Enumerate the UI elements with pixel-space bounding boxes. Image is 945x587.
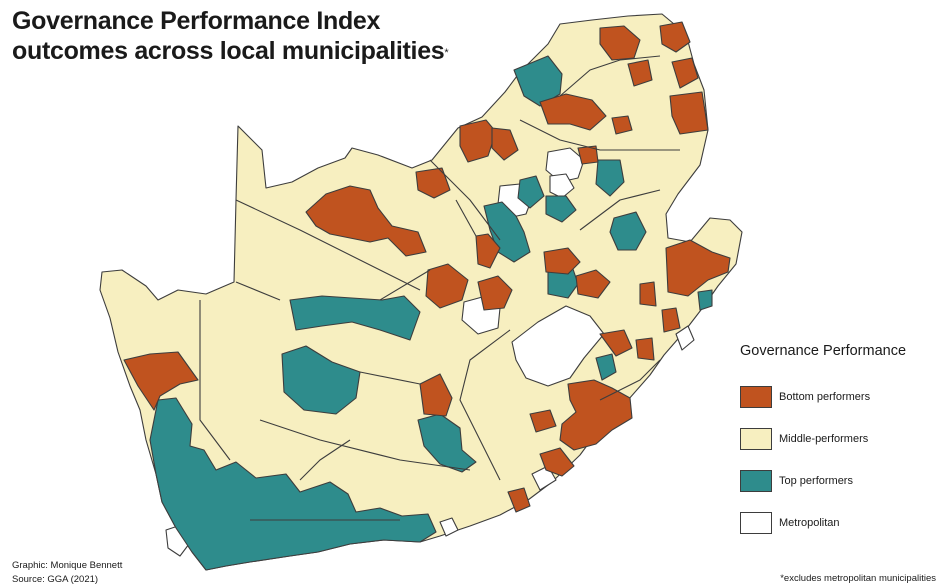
legend-swatch-metro [740, 512, 772, 534]
metro-nelson-mandela-bay [439, 517, 459, 537]
top-kzn-a [595, 353, 617, 381]
legend-item-middle: Middle-performers [740, 418, 940, 460]
legend-label-top: Top performers [779, 475, 853, 487]
bottom-kzn-b [661, 307, 681, 333]
legend-swatch-middle [740, 428, 772, 450]
bottom-kalahari [305, 185, 427, 257]
bottom-mpumalanga-c [611, 115, 633, 135]
bottom-gauteng-a [577, 145, 599, 165]
bottom-free-state-e [575, 269, 611, 299]
bottom-performers-layer [123, 21, 731, 513]
bottom-north-west-b [459, 119, 497, 163]
bottom-free-state-d [543, 247, 581, 275]
bottom-free-state-a [425, 263, 469, 309]
graphic-credit: Graphic: Monique Bennett [12, 560, 123, 571]
legend-label-metro: Metropolitan [779, 517, 840, 529]
bottom-mpumalanga-a [671, 57, 699, 89]
bottom-eastern-cape-c [559, 379, 633, 451]
bottom-northern-cape-west [123, 351, 199, 411]
top-mpumalanga-a [595, 159, 625, 197]
map-title: Governance Performance Index outcomes ac… [12, 6, 449, 66]
top-gauteng-rim [545, 195, 577, 223]
municipal-boundaries [199, 55, 680, 521]
legend-swatch-top [740, 470, 772, 492]
bottom-kzn-d [635, 337, 655, 361]
bottom-north-west-c [491, 127, 519, 161]
legend-label-middle: Middle-performers [779, 433, 869, 445]
bottom-eastern-cape-b [529, 409, 557, 433]
top-limpopo-a [513, 55, 563, 107]
legend-label-bottom: Bottom performers [779, 391, 871, 403]
bottom-free-state-c [475, 233, 501, 269]
bottom-eastern-cape-d [539, 447, 575, 477]
top-gauteng-west [517, 175, 545, 209]
top-northern-cape-b [289, 295, 421, 341]
source-credit: Source: GGA (2021) [12, 574, 99, 585]
top-mpumalanga-b [609, 211, 647, 251]
metro-ekurhuleni [549, 173, 575, 199]
bottom-eastern-cape-e [507, 487, 531, 513]
legend-item-top: Top performers [740, 460, 940, 502]
legend-item-bottom: Bottom performers [740, 376, 940, 418]
top-eastern-cape-a [417, 413, 477, 473]
top-performers-layer [149, 55, 713, 571]
legend-item-metro: Metropolitan [740, 502, 940, 544]
bottom-limpopo-a [539, 93, 607, 131]
bottom-limpopo-b [599, 25, 641, 61]
metro-gauteng-north [545, 147, 585, 183]
legend-swatch-bottom [740, 386, 772, 408]
top-kzn-b [697, 289, 713, 311]
title-line-2: outcomes across local municipalities* [12, 37, 449, 65]
lesotho-area [511, 305, 605, 387]
metro-ethekwini [675, 325, 695, 351]
bottom-kzn-north [665, 239, 731, 297]
title-footnote-marker: * [444, 47, 449, 59]
top-northern-cape-a [281, 345, 361, 415]
legend-title: Governance Performance [740, 343, 907, 359]
bottom-free-state-b [477, 275, 513, 311]
bottom-mpumalanga-b [669, 91, 709, 135]
bottom-kzn-a [639, 281, 657, 307]
bottom-eastern-cape-a [419, 373, 453, 417]
bottom-north-west-a [415, 167, 451, 199]
footnote: *excludes metropolitan municipalities [780, 573, 936, 584]
top-western-cape [149, 397, 437, 571]
top-north-west-a [483, 201, 531, 263]
title-line-1: Governance Performance Index [12, 7, 381, 35]
bottom-limpopo-d [627, 59, 653, 87]
map-legend: Governance Performance Bottom performers… [740, 343, 940, 544]
bottom-kzn-c [599, 329, 633, 357]
bottom-limpopo-c [659, 21, 691, 53]
